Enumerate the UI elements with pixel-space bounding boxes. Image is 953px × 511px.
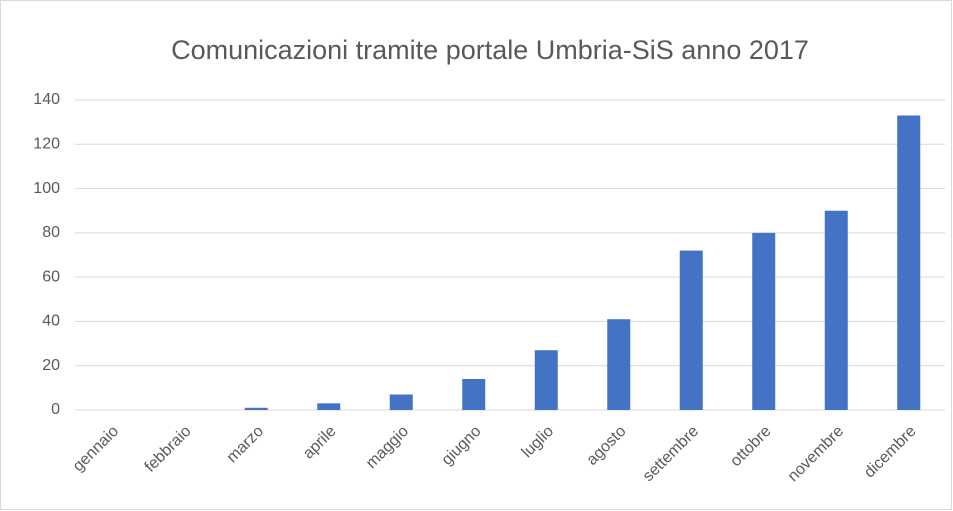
- bar: [607, 319, 631, 410]
- y-tick-label: 80: [42, 224, 60, 241]
- y-tick-label: 100: [33, 180, 60, 197]
- bar: [317, 403, 341, 410]
- y-tick-label: 20: [42, 357, 60, 374]
- chart-title: Comunicazioni tramite portale Umbria-SiS…: [171, 35, 809, 65]
- y-tick-label: 40: [42, 313, 60, 330]
- bar: [679, 250, 703, 410]
- y-tick-label: 120: [33, 136, 60, 153]
- bar: [389, 394, 413, 410]
- y-tick-label: 0: [51, 401, 60, 418]
- bar: [824, 210, 848, 410]
- bar: [462, 379, 486, 410]
- bar: [244, 407, 268, 410]
- y-tick-label: 140: [33, 91, 60, 108]
- y-tick-label: 60: [42, 268, 60, 285]
- bar: [897, 115, 921, 410]
- bar: [534, 350, 558, 410]
- bar: [752, 232, 776, 410]
